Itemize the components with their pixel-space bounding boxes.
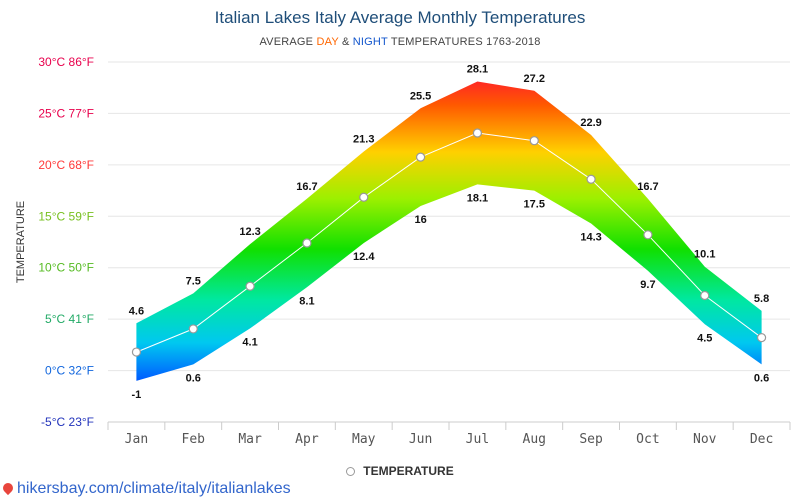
- night-value-label: 18.1: [467, 192, 488, 204]
- subtitle-suffix: TEMPERATURES 1763-2018: [387, 36, 541, 48]
- x-axis: Jan Feb Mar Apr May Jun Jul Aug Sep Oct Nov Dec: [107, 421, 791, 447]
- temperature-point: [302, 238, 312, 248]
- day-value-label: 5.8: [754, 293, 769, 305]
- day-value-label: 25.5: [410, 90, 431, 102]
- night-value-label: 0.6: [754, 372, 769, 384]
- day-value-label: 7.5: [186, 275, 201, 287]
- y-tick-label: 10°C 50°F: [38, 261, 94, 275]
- day-value-label: 16.7: [637, 181, 658, 193]
- subtitle-amp: &: [338, 36, 353, 48]
- day-value-label: 12.3: [239, 226, 260, 238]
- source-link-text: hikersbay.com/climate/italy/italianlakes: [17, 480, 291, 497]
- subtitle-prefix: AVERAGE: [259, 36, 317, 48]
- day-value-label: 4.6: [129, 305, 144, 317]
- temperature-point: [245, 281, 255, 291]
- night-value-label: 12.4: [353, 251, 375, 263]
- subtitle-day: DAY: [316, 36, 339, 48]
- day-value-label: 10.1: [694, 249, 715, 261]
- temperature-point: [188, 324, 198, 334]
- x-tick-label: Apr: [295, 432, 319, 447]
- temperature-point: [529, 136, 539, 146]
- y-tick-label: 20°C 68°F: [38, 158, 94, 172]
- x-tick-label: Jul: [466, 432, 489, 447]
- x-tick-label: May: [352, 432, 376, 447]
- chart-title: Italian Lakes Italy Average Monthly Temp…: [214, 8, 586, 27]
- y-tick-label: 25°C 77°F: [38, 106, 94, 120]
- y-tick-label: 5°C 41°F: [45, 312, 94, 326]
- temperature-point: [359, 192, 369, 202]
- night-value-label: 16: [414, 214, 426, 226]
- source-link[interactable]: hikersbay.com/climate/italy/italianlakes: [0, 480, 291, 498]
- x-tick-label: Jan: [125, 432, 148, 447]
- night-value-label: 9.7: [640, 279, 655, 291]
- map-pin-icon: [0, 480, 16, 496]
- x-tick-label: Aug: [523, 432, 546, 447]
- data-labels: 4.6 7.5 12.3 16.7 21.3 25.5 28.1 27.2 22.9 16.7 10…: [129, 64, 769, 401]
- temperature-point: [415, 152, 426, 162]
- temperature-point: [131, 347, 142, 357]
- night-value-label: 8.1: [299, 295, 314, 307]
- x-tick-label: Sep: [579, 432, 603, 447]
- x-tick-label: Nov: [693, 432, 717, 447]
- temperature-point: [643, 230, 653, 240]
- legend-label: TEMPERATURE: [363, 464, 454, 478]
- legend[interactable]: TEMPERATURE: [0, 464, 800, 478]
- day-night-band: [136, 81, 762, 381]
- night-value-label: 0.6: [186, 372, 201, 384]
- day-value-label: 16.7: [296, 181, 317, 193]
- night-value-label: 4.1: [242, 336, 257, 348]
- temperature-point: [700, 290, 710, 301]
- y-tick-label: 30°C 86°F: [38, 55, 94, 69]
- temperature-point: [586, 174, 596, 184]
- night-value-label: -1: [132, 389, 142, 401]
- circle-marker-icon: [346, 467, 356, 476]
- night-value-label: 4.5: [697, 332, 712, 344]
- y-axis: 30°C 86°F 25°C 77°F 20°C 68°F 15°C 59°F 10°C…: [38, 55, 94, 429]
- day-value-label: 21.3: [353, 133, 374, 145]
- chart-subtitle: AVERAGE DAY & NIGHT TEMPERATURES 1763-20…: [0, 36, 800, 48]
- x-tick-label: Dec: [750, 432, 773, 447]
- x-tick-label: Oct: [636, 432, 659, 447]
- x-tick-label: Jun: [409, 432, 432, 447]
- y-axis-label: TEMPERATURE: [15, 201, 27, 283]
- day-value-label: 28.1: [467, 64, 488, 76]
- temperature-point: [756, 333, 767, 343]
- y-tick-label: -5°C 23°F: [41, 415, 94, 429]
- day-value-label: 27.2: [524, 73, 545, 85]
- temperature-line: [136, 132, 762, 353]
- day-value-label: 22.9: [580, 117, 601, 129]
- temperature-points: [131, 128, 767, 357]
- subtitle-night: NIGHT: [352, 36, 388, 48]
- y-tick-label: 0°C 32°F: [45, 364, 94, 378]
- night-value-label: 14.3: [580, 231, 601, 243]
- night-value-label: 17.5: [524, 199, 545, 211]
- x-tick-label: Mar: [238, 432, 262, 447]
- y-tick-label: 15°C 59°F: [38, 209, 94, 223]
- x-tick-label: Feb: [182, 432, 206, 447]
- temperature-point: [472, 128, 483, 138]
